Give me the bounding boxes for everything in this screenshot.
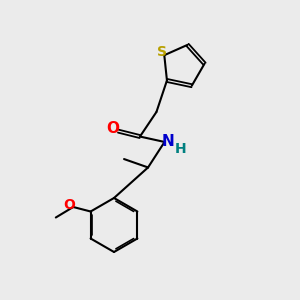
- Text: O: O: [106, 121, 119, 136]
- Text: S: S: [157, 45, 167, 58]
- Text: H: H: [174, 142, 186, 156]
- Text: O: O: [63, 198, 75, 212]
- Text: N: N: [162, 134, 175, 149]
